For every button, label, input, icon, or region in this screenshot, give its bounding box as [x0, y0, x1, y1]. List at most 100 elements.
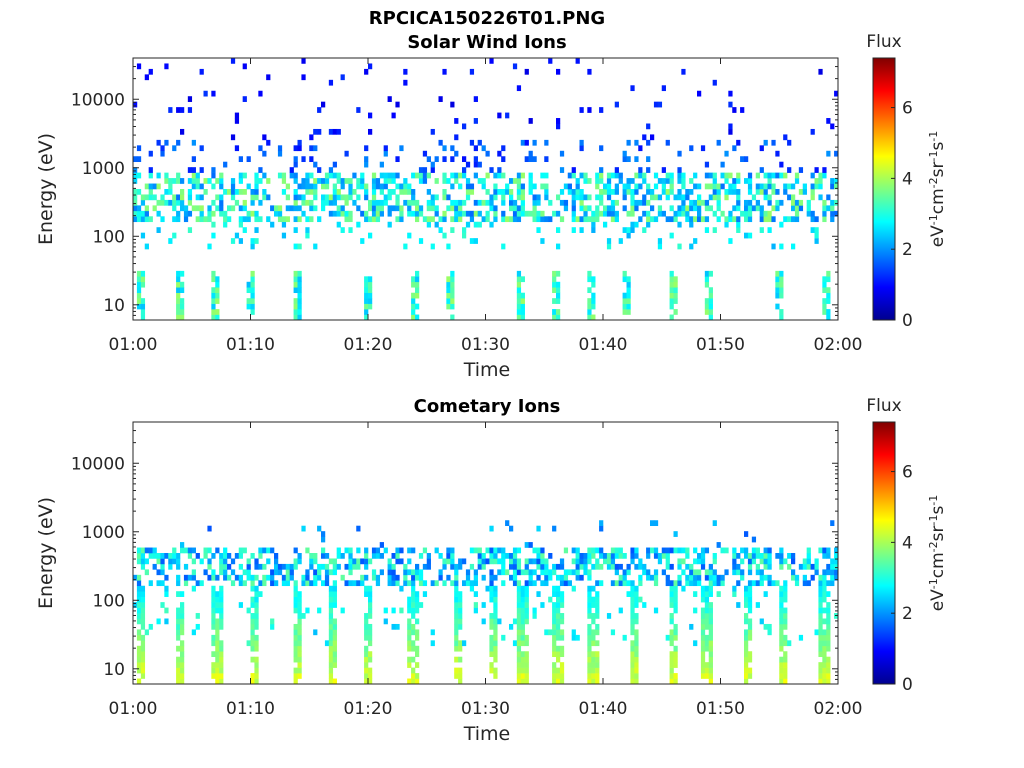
heatmap-cell	[387, 205, 392, 212]
heatmap-cell	[595, 194, 600, 201]
heatmap-cell	[693, 558, 698, 565]
heatmap-cell	[689, 189, 694, 195]
heatmap-cell	[618, 547, 623, 554]
heatmap-cell	[215, 194, 220, 201]
heatmap-cell	[176, 178, 181, 184]
heatmap-cell	[728, 189, 733, 195]
heatmap-cell	[559, 673, 565, 679]
heatmap-cell	[219, 183, 224, 190]
heatmap-cell	[700, 553, 706, 559]
heatmap-cell	[176, 139, 181, 146]
heatmap-cell	[434, 580, 439, 587]
heatmap-cell	[626, 569, 631, 576]
heatmap-cell	[669, 591, 674, 597]
heatmap-cell	[634, 678, 639, 685]
heatmap-cell	[559, 167, 565, 173]
heatmap-cell	[724, 216, 729, 223]
heatmap-cell	[497, 189, 502, 195]
heatmap-cell	[697, 183, 702, 190]
heatmap-cell	[136, 574, 142, 581]
heatmap-cell	[744, 678, 749, 685]
heatmap-cell	[254, 662, 259, 668]
heatmap-cell	[603, 183, 608, 190]
heatmap-cell	[360, 574, 365, 581]
heatmap-cell	[704, 602, 710, 608]
heatmap-cell	[418, 167, 424, 173]
heatmap-cell	[575, 58, 580, 64]
heatmap-cell	[395, 623, 400, 630]
heatmap-cell	[136, 618, 142, 625]
heatmap-cell	[180, 542, 185, 548]
heatmap-cell	[665, 634, 670, 641]
heatmap-cell	[477, 553, 482, 559]
heatmap-cell	[164, 618, 169, 625]
heatmap-cell	[595, 172, 600, 179]
heatmap-cell	[446, 243, 451, 250]
heatmap-cell	[771, 189, 776, 195]
heatmap-cell	[238, 563, 243, 570]
heatmap-cell	[450, 270, 455, 277]
heatmap-cell	[744, 210, 749, 217]
heatmap-cell	[587, 309, 592, 315]
heatmap-cell	[787, 183, 792, 190]
heatmap-cell	[277, 563, 283, 570]
heatmap-cell	[379, 161, 384, 168]
heatmap-cell	[771, 205, 776, 212]
heatmap-cell	[751, 553, 757, 559]
heatmap-cell	[556, 270, 561, 277]
heatmap-cell	[708, 640, 713, 647]
heatmap-cell	[172, 194, 177, 201]
heatmap-cell	[485, 199, 490, 206]
heatmap-cell	[364, 618, 369, 625]
heatmap-cell	[305, 607, 310, 614]
heatmap-cell	[673, 651, 678, 658]
heatmap-cell	[309, 199, 314, 206]
heatmap-cell	[614, 101, 619, 108]
heatmap-cell	[826, 118, 831, 124]
heatmap-cell	[176, 194, 181, 201]
heatmap-cell	[814, 167, 819, 173]
heatmap-cell	[485, 558, 490, 565]
heatmap-cell	[708, 298, 713, 304]
heatmap-cell	[148, 623, 153, 630]
heatmap-cell	[136, 172, 142, 179]
heatmap-cell	[219, 591, 224, 597]
heatmap-cell	[383, 178, 388, 184]
heatmap-cell	[187, 574, 193, 581]
heatmap-cell	[818, 623, 823, 630]
heatmap-cell	[230, 134, 236, 141]
heatmap-cell	[477, 563, 482, 570]
heatmap-cell	[387, 178, 392, 184]
heatmap-cell	[512, 558, 518, 565]
x-tick-label: 01:40	[579, 699, 628, 719]
heatmap-cell	[332, 596, 337, 603]
heatmap-cell	[426, 199, 431, 206]
heatmap-cell	[176, 667, 181, 674]
heatmap-cell	[728, 123, 733, 130]
heatmap-cell	[195, 553, 200, 559]
heatmap-cell	[822, 656, 827, 663]
heatmap-cell	[223, 161, 228, 168]
heatmap-cell	[242, 547, 247, 554]
heatmap-cell	[814, 569, 819, 576]
heatmap-cell	[716, 542, 721, 548]
heatmap-cell	[266, 574, 271, 581]
heatmap-cell	[665, 563, 670, 570]
heatmap-cell	[344, 194, 349, 201]
heatmap-cell	[775, 287, 780, 294]
heatmap-cell	[473, 602, 478, 608]
heatmap-cell	[195, 613, 200, 619]
heatmap-cell	[516, 656, 522, 663]
heatmap-cell	[430, 205, 435, 212]
heatmap-cell	[371, 210, 377, 217]
colorbar-gradient	[872, 57, 896, 321]
heatmap-cell	[458, 199, 463, 206]
heatmap-cell	[297, 145, 302, 152]
heatmap-cell	[289, 574, 294, 581]
heatmap-cell	[759, 227, 764, 233]
heatmap-cell	[516, 183, 522, 190]
heatmap-cell	[822, 607, 827, 614]
heatmap-cell	[176, 591, 181, 597]
heatmap-cell	[822, 662, 827, 668]
heatmap-cell	[156, 172, 161, 179]
